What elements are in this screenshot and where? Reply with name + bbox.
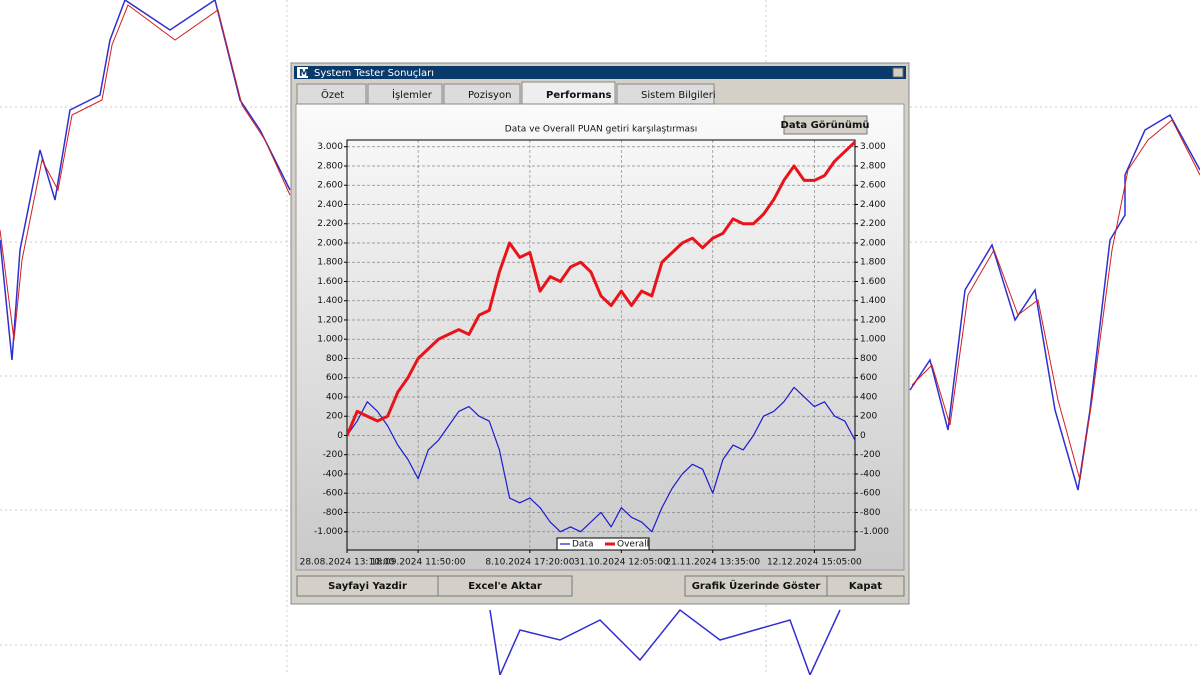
y-tick-label: 1.800 <box>317 258 343 268</box>
y2-tick-label: 1.600 <box>860 277 886 287</box>
y2-tick-label: 2.600 <box>860 181 886 191</box>
x-tick-label: 21.11.2024 13:35:00 <box>665 558 760 568</box>
tab-label[interactable]: Pozisyon <box>468 90 511 101</box>
y-tick-label: -400 <box>323 469 344 479</box>
y-tick-label: 600 <box>326 373 343 383</box>
y2-tick-label: 0 <box>860 431 866 441</box>
y2-tick-label: 1.000 <box>860 335 886 345</box>
y2-tick-label: 1.800 <box>860 258 886 268</box>
chart-panel <box>295 103 905 571</box>
y2-tick-label: 3.000 <box>860 142 886 152</box>
y-tick-label: -200 <box>323 450 344 460</box>
x-tick-label: 12.12.2024 15:05:00 <box>767 558 862 568</box>
y-tick-label: 0 <box>337 431 343 441</box>
app-icon-letter: M <box>299 68 309 79</box>
button-label[interactable]: Kapat <box>849 581 882 592</box>
background-price <box>911 119 1200 481</box>
button-label[interactable]: Sayfayi Yazdir <box>328 581 407 592</box>
y-tick-label: 800 <box>326 354 343 364</box>
y2-tick-label: 1.200 <box>860 315 886 325</box>
y-tick-label: 400 <box>326 392 343 402</box>
y-tick-label: 1.000 <box>317 335 343 345</box>
y-tick-label: 2.400 <box>317 200 343 210</box>
y-tick-label: 2.200 <box>317 219 343 229</box>
window-title: System Tester Sonuçları <box>314 68 434 79</box>
background-price <box>0 0 291 361</box>
y2-tick-label: 2.200 <box>860 219 886 229</box>
tab[interactable] <box>443 83 521 105</box>
y2-tick-label: 800 <box>860 354 877 364</box>
tab[interactable] <box>296 83 367 105</box>
button-bar: Sayfayi Yazdir Excel'e Aktar Grafik Üzerin… <box>296 575 905 597</box>
y2-tick-label: 400 <box>860 392 877 402</box>
tab-label[interactable]: İşlemler <box>392 88 433 101</box>
y2-tick-label: -600 <box>860 489 881 499</box>
y2-tick-label: 2.000 <box>860 238 886 248</box>
x-tick-label: 28.08.2024 13:10:00 <box>300 558 395 568</box>
y-tick-label: 2.000 <box>317 238 343 248</box>
y2-tick-label: 1.400 <box>860 296 886 306</box>
chart-title: Data ve Overall PUAN getiri karşılaştırm… <box>505 125 697 135</box>
tab[interactable] <box>367 83 443 105</box>
legend-label: Data <box>572 540 594 550</box>
y-tick-label: 1.400 <box>317 296 343 306</box>
title-bar <box>294 66 906 79</box>
tab-label[interactable]: Sistem Bilgileri <box>641 90 716 101</box>
y-tick-label: -1.000 <box>314 527 343 537</box>
tab-label[interactable]: Özet <box>321 88 344 101</box>
x-tick-label: 8.10.2024 17:20:00 <box>485 558 574 568</box>
background-price <box>489 608 841 678</box>
x-tick-label: 31.10.2024 12:05:00 <box>574 558 669 568</box>
tab-label[interactable]: Performans <box>546 90 611 101</box>
y2-tick-label: 2.800 <box>860 161 886 171</box>
legend-label: Overall <box>617 540 649 550</box>
y-tick-label: 2.800 <box>317 161 343 171</box>
legend-box <box>556 537 650 551</box>
y2-tick-label: 600 <box>860 373 877 383</box>
button-label[interactable]: Excel'e Aktar <box>468 581 542 592</box>
tab-bar: Özet İşlemler Pozisyon Performans Sistem Bil… <box>296 81 716 105</box>
close-icon[interactable] <box>892 67 904 78</box>
y2-tick-label: -400 <box>860 469 881 479</box>
y-tick-label: -800 <box>323 508 344 518</box>
y-tick-label: 200 <box>326 412 343 422</box>
background-price <box>909 113 1200 491</box>
button[interactable] <box>826 575 905 597</box>
button[interactable] <box>437 575 573 597</box>
y-tick-label: 2.600 <box>317 181 343 191</box>
y2-tick-label: 200 <box>860 412 877 422</box>
y-tick-label: 3.000 <box>317 142 343 152</box>
background-price <box>0 4 291 341</box>
series-line <box>347 140 855 437</box>
button-label[interactable]: Grafik Üzerinde Göster <box>692 578 821 592</box>
view-button-label[interactable]: Data Görünümü <box>781 120 870 131</box>
y2-tick-label: -1.000 <box>860 527 889 537</box>
tab[interactable] <box>616 83 715 105</box>
tab[interactable] <box>521 81 616 105</box>
y-tick-label: -600 <box>323 489 344 499</box>
y2-tick-label: -200 <box>860 450 881 460</box>
app-icon <box>297 67 308 78</box>
x-tick-label: 18.09.2024 11:50:00 <box>371 558 466 568</box>
y2-tick-label: 2.400 <box>860 200 886 210</box>
series-line <box>347 386 855 533</box>
y-tick-label: 1.600 <box>317 277 343 287</box>
y2-tick-label: -800 <box>860 508 881 518</box>
y-tick-label: 1.200 <box>317 315 343 325</box>
view-button[interactable] <box>783 115 868 135</box>
